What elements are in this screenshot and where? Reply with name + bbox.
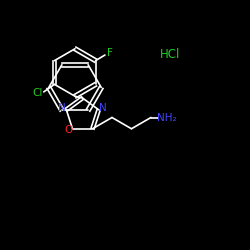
Text: Cl: Cl <box>33 88 43 98</box>
Text: N: N <box>58 104 66 114</box>
Text: N: N <box>99 104 107 114</box>
Text: NH₂: NH₂ <box>158 112 177 122</box>
Text: HCl: HCl <box>160 48 180 62</box>
Text: F: F <box>106 48 112 58</box>
Text: O: O <box>64 125 72 135</box>
